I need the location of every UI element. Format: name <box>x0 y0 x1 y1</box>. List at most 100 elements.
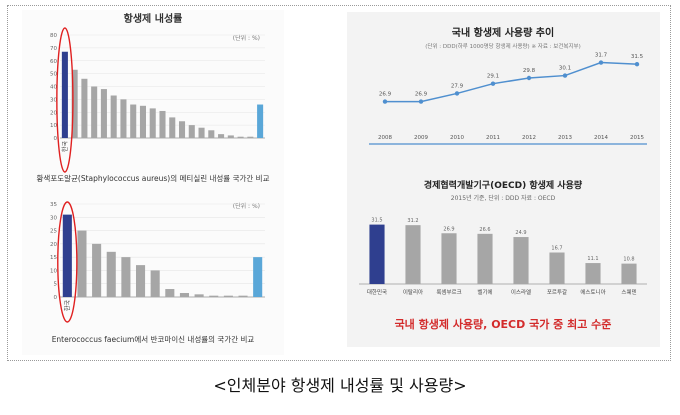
chart3-point <box>490 81 496 86</box>
chart3-series-line <box>385 61 638 103</box>
chart1-bar <box>120 99 127 138</box>
chart1-y-tick-label: 30 <box>50 97 57 103</box>
chart3-x-tick-label: 2010 <box>450 135 464 141</box>
chart1-bar <box>149 108 156 138</box>
chart2-bar <box>150 270 160 297</box>
chart2-bar <box>106 251 116 297</box>
chart2-y-tick-label: 15 <box>50 255 57 261</box>
chart4-data-label: 26.9 <box>443 226 454 232</box>
chart1-y-tick-label: 40 <box>50 85 57 91</box>
chart1-bar <box>257 104 264 138</box>
chart2-bar <box>62 214 72 297</box>
usage-trend-chart: 국내 항생제 사용량 추이 (단위 : DDD(하루 1000명당 항생제 사용… <box>369 26 647 145</box>
chart1-bar <box>208 130 215 138</box>
chart2-category-label: 한국 <box>64 300 71 312</box>
chart4-data-label: 31.2 <box>407 218 418 224</box>
chart4-category-label: 대한민국 <box>367 288 387 296</box>
chart2-bar <box>77 230 87 297</box>
chart1-y-tick-label: 20 <box>50 110 57 116</box>
chart1-bar <box>169 117 176 138</box>
chart2-y-tick-label: 10 <box>50 268 57 274</box>
chart3-data-label: 29.8 <box>523 68 536 74</box>
chart4-bar <box>441 233 457 284</box>
chart2-y-tick-label: 5 <box>54 282 58 288</box>
right-panel <box>347 12 660 347</box>
chart2-bar <box>209 295 219 297</box>
chart1-title: 항생제 내성률 <box>124 12 183 25</box>
chart1-bar <box>198 127 205 138</box>
chart1-bar <box>178 121 186 138</box>
chart1-bar <box>227 135 234 138</box>
chart1-bar <box>81 78 88 138</box>
figure-frame <box>7 5 671 361</box>
chart4-bar <box>585 263 601 284</box>
chart4-bar <box>477 233 493 284</box>
chart4-category-label: 벨기에 <box>477 288 492 296</box>
chart1-y-tick-label: 80 <box>50 33 57 39</box>
chart1-y-tick-label: 70 <box>50 46 57 52</box>
chart4-data-label: 24.9 <box>515 230 526 236</box>
chart3-data-label: 30.1 <box>559 66 571 72</box>
chart4-category-label: 룩셈부르크 <box>436 288 461 296</box>
chart2-caption: Enterococcus faecium에서 반코마이신 내성률의 국가간 비교 <box>52 334 255 344</box>
chart2-unit: (단위 : %) <box>233 202 260 210</box>
chart2-highlight-circle <box>57 201 78 323</box>
chart2-bar <box>253 257 263 297</box>
chart4-category-label: 스웨덴 <box>621 288 636 296</box>
chart2-y-tick-label: 35 <box>50 202 57 208</box>
chart3-data-label: 31.5 <box>631 54 644 60</box>
chart3-point <box>382 99 388 104</box>
chart1-caption: 황색포도알균(Staphylococcus aureus)의 메티실린 내성률 … <box>37 173 270 183</box>
chart3-data-label: 26.9 <box>379 92 392 98</box>
chart3-point <box>418 99 424 104</box>
chart3-x-tick-label: 2013 <box>558 135 572 141</box>
chart2-bar <box>165 289 175 297</box>
chart4-bar <box>513 237 529 284</box>
chart1-bar <box>61 51 68 138</box>
chart3-point <box>598 60 604 65</box>
chart4-data-label: 10.8 <box>623 257 634 263</box>
chart3-point <box>454 91 460 96</box>
chart4-category-label: 에스토니아 <box>580 288 605 296</box>
chart4-bar <box>405 225 421 284</box>
chart3-data-label: 31.7 <box>595 53 608 59</box>
chart3-point <box>562 73 568 78</box>
chart1-unit: (단위 : %) <box>233 34 260 42</box>
chart3-x-tick-label: 2012 <box>522 135 536 141</box>
chart3-x-tick-label: 2009 <box>414 135 428 141</box>
chart3-subtitle: (단위 : DDD(하루 1000명당 항생제 사용량) ※ 자료 : 보건복지… <box>425 42 580 50</box>
chart1-y-tick-label: 0 <box>54 136 58 142</box>
chart3-point <box>526 75 532 81</box>
chart4-data-label: 26.6 <box>479 227 490 233</box>
chart1-bar <box>188 125 195 138</box>
chart2-y-tick-label: 30 <box>50 215 57 221</box>
chart4-data-label: 16.7 <box>551 246 562 252</box>
chart1-y-tick-label: 50 <box>50 72 57 78</box>
figure-caption: <인체분야 항생제 내성률 및 사용량> <box>213 376 467 395</box>
chart1-y-tick-label: 10 <box>50 123 57 129</box>
chart1-bar <box>247 136 254 138</box>
chart2-bar <box>223 295 233 297</box>
chart1-bar <box>139 105 147 138</box>
chart2-bar <box>135 265 146 297</box>
mrsa-resistance-chart: 항생제 내성률 (단위 : %) 황색포도알균(Staphylococcus a… <box>37 12 270 183</box>
chart4-bar <box>621 263 637 284</box>
chart4-subtitle: 2015년 기준, 단위 : DDD 자료 : OECD <box>451 194 556 202</box>
chart4-data-label: 11.1 <box>587 256 598 262</box>
chart2-bar <box>194 294 204 297</box>
chart2-y-tick-label: 20 <box>50 242 57 248</box>
oecd-usage-chart: 경제협력개발기구(OECD) 항생제 사용량 2015년 기준, 단위 : DD… <box>359 179 647 331</box>
chart1-bar <box>237 136 244 138</box>
chart3-x-tick-label: 2008 <box>378 135 392 141</box>
chart3-data-label: 26.9 <box>415 92 428 98</box>
chart4-category-label: 이스라엘 <box>511 288 531 296</box>
chart2-y-tick-label: 0 <box>54 295 58 301</box>
chart1-highlight-circle <box>56 27 74 173</box>
chart3-data-label: 27.9 <box>451 83 464 89</box>
chart1-bar <box>130 104 137 138</box>
chart4-data-label: 31.5 <box>371 218 382 224</box>
chart1-bar <box>159 110 166 138</box>
chart1-bar <box>218 134 225 138</box>
chart3-data-label: 29.1 <box>487 74 499 80</box>
chart2-bar <box>121 257 131 297</box>
